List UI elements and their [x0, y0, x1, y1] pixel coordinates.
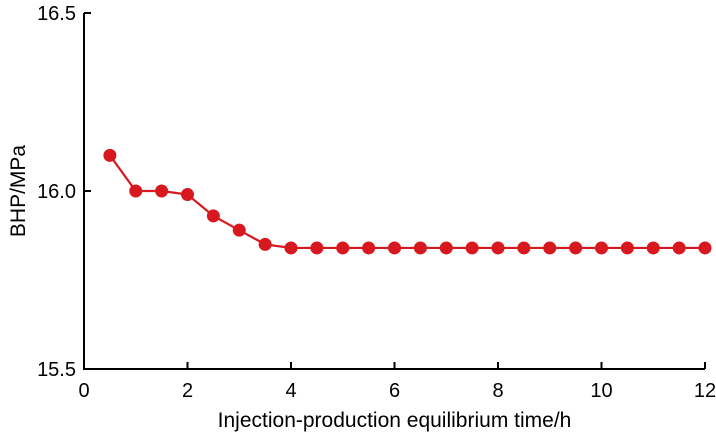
- data-point: [103, 148, 117, 162]
- y-tick-label: 16.5: [37, 3, 76, 25]
- y-tick-label: 15.5: [37, 359, 76, 381]
- data-point: [569, 241, 583, 255]
- x-tick-label: 10: [590, 380, 612, 402]
- data-point: [646, 241, 660, 255]
- x-tick-label: 0: [78, 380, 89, 402]
- data-point: [336, 241, 350, 255]
- data-point: [181, 188, 194, 202]
- x-tick-label: 4: [285, 380, 296, 402]
- plot-spines: [83, 13, 705, 370]
- data-point: [129, 184, 143, 198]
- data-point: [672, 241, 686, 255]
- data-point: [206, 209, 220, 223]
- data-point: [543, 241, 557, 255]
- x-tick-label: 12: [694, 380, 716, 402]
- data-point: [232, 223, 246, 237]
- x-axis-title: Injection-production equilibrium time/h: [218, 409, 572, 432]
- data-point: [491, 241, 505, 255]
- data-point: [362, 241, 376, 255]
- data-point: [284, 241, 298, 255]
- x-tick-label: 8: [492, 380, 503, 402]
- data-point: [388, 241, 401, 255]
- data-point: [595, 241, 608, 255]
- data-point: [413, 241, 427, 255]
- data-series-line: [108, 154, 705, 250]
- data-point: [155, 184, 169, 198]
- data-point: [465, 241, 479, 255]
- y-tick-label: 16.0: [37, 181, 76, 203]
- data-point: [698, 241, 712, 255]
- data-point: [620, 241, 634, 255]
- x-tick-label: 6: [389, 380, 400, 402]
- data-point: [310, 241, 324, 255]
- x-tick-label: 2: [182, 380, 193, 402]
- data-point: [258, 237, 272, 251]
- data-point: [439, 241, 453, 255]
- data-point: [517, 241, 531, 255]
- y-axis-title: BHP/MPa: [7, 145, 30, 238]
